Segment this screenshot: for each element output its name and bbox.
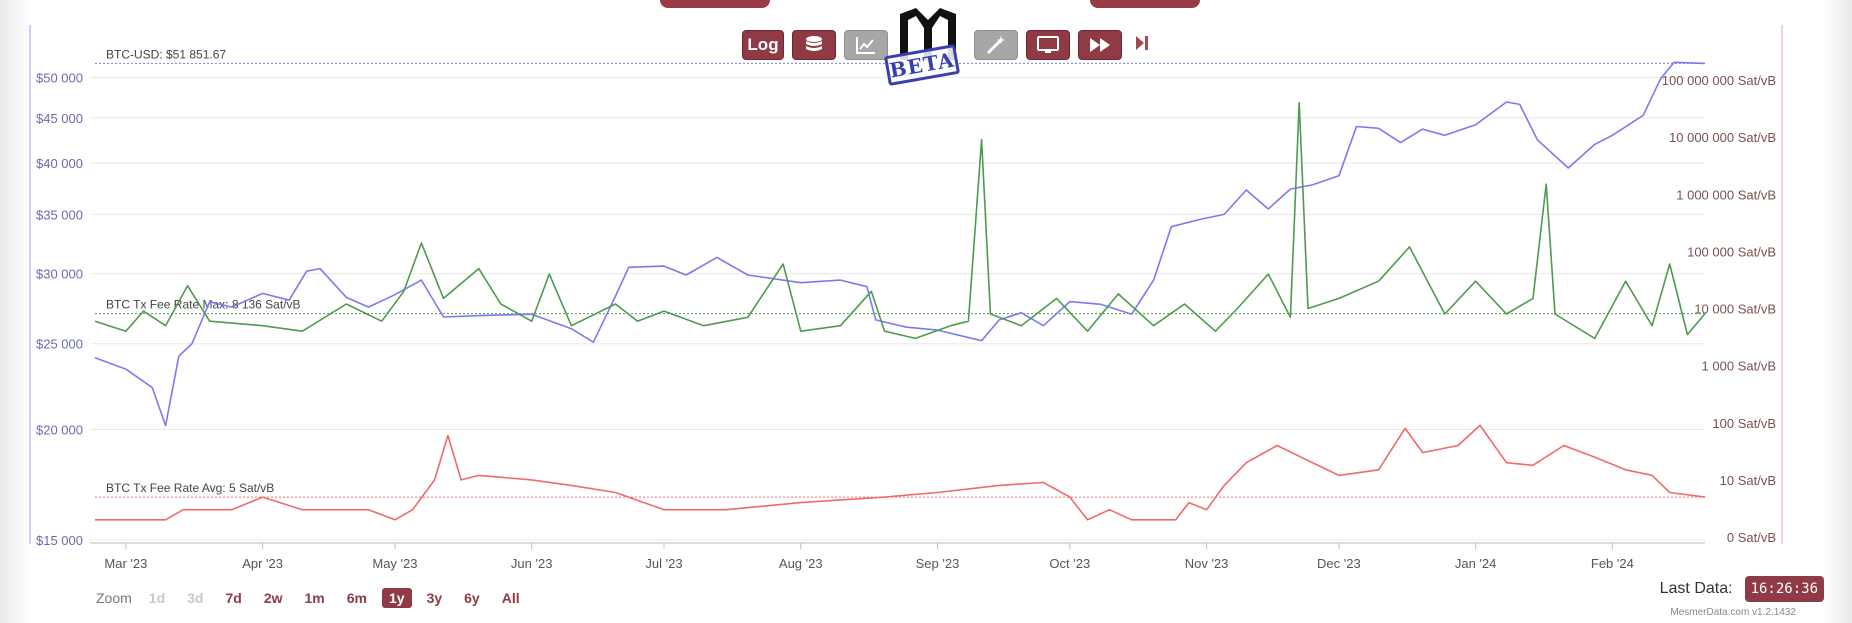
last-data-label: Last Data: bbox=[1659, 580, 1733, 597]
line-chart-icon bbox=[856, 37, 875, 54]
reference-label: BTC Tx Fee Rate Max: 8 136 Sat/vB bbox=[106, 298, 301, 312]
last-data-time: 16:26:36 bbox=[1744, 576, 1824, 602]
line-chart-button[interactable] bbox=[844, 30, 888, 60]
x-tick-label: Mar '23 bbox=[104, 556, 147, 571]
zoom-option-6m[interactable]: 6m bbox=[346, 590, 367, 606]
x-tick-label: Aug '23 bbox=[779, 556, 823, 571]
zoom-selector: Zoom 1d 3d 7d 2w 1m 6m 1y 3y 6y All bbox=[96, 588, 535, 608]
x-tick-label: May '23 bbox=[372, 556, 417, 571]
database-icon bbox=[806, 36, 822, 51]
left-tick-label: $45 000 bbox=[36, 111, 83, 126]
x-tick-label: Apr '23 bbox=[242, 556, 283, 571]
top-tab-decoration bbox=[1090, 0, 1200, 8]
right-tick-label: 100 000 Sat/vB bbox=[1687, 244, 1776, 259]
zoom-option-all[interactable]: All bbox=[501, 590, 520, 606]
x-tick-label: Jun '23 bbox=[511, 556, 553, 571]
zoom-option-1y[interactable]: 1y bbox=[381, 588, 412, 608]
magic-wand-icon bbox=[986, 36, 1005, 55]
right-tick-label: 100 000 000 Sat/vB bbox=[1662, 73, 1776, 88]
right-tick-label: 1 000 000 Sat/vB bbox=[1676, 187, 1776, 202]
left-tick-label: $15 000 bbox=[36, 533, 83, 548]
x-tick-label: Feb '24 bbox=[1591, 556, 1634, 571]
magic-wand-button[interactable] bbox=[974, 30, 1018, 60]
series-line-btc bbox=[94, 61, 1706, 427]
monitor-icon bbox=[1037, 36, 1059, 53]
zoom-option-3d[interactable]: 3d bbox=[187, 590, 204, 606]
right-tick-label: 100 Sat/vB bbox=[1712, 416, 1776, 431]
zoom-option-1d[interactable]: 1d bbox=[148, 590, 166, 606]
series-line-fee_avg bbox=[95, 424, 1706, 521]
zoom-option-2w[interactable]: 2w bbox=[263, 590, 283, 606]
x-tick-label: Oct '23 bbox=[1049, 556, 1090, 571]
fast-forward-button[interactable] bbox=[1078, 30, 1122, 60]
left-tick-label: $30 000 bbox=[36, 267, 83, 282]
reference-label: BTC-USD: $51 851.67 bbox=[106, 47, 226, 61]
left-tick-label: $20 000 bbox=[36, 422, 83, 437]
x-tick-label: Jan '24 bbox=[1455, 556, 1497, 571]
x-tick-label: Dec '23 bbox=[1317, 556, 1361, 571]
last-data: Last Data: 16:26:36 bbox=[1660, 576, 1824, 602]
right-tick-label: 10 000 000 Sat/vB bbox=[1669, 130, 1776, 145]
zoom-label: Zoom bbox=[96, 590, 132, 606]
right-tick-label: 1 000 Sat/vB bbox=[1702, 359, 1776, 374]
right-tick-label: 0 Sat/vB bbox=[1727, 530, 1776, 545]
database-button[interactable] bbox=[792, 30, 836, 60]
x-tick-label: Sep '23 bbox=[916, 556, 960, 571]
frame-left-edge bbox=[0, 0, 30, 623]
version-text: MesmerData.com v1.2.1432 bbox=[1670, 607, 1796, 618]
frame-right-edge bbox=[1822, 0, 1852, 623]
top-tab-decoration bbox=[660, 0, 770, 8]
log-scale-label: Log bbox=[747, 35, 779, 54]
zoom-option-7d[interactable]: 7d bbox=[225, 590, 242, 606]
reference-label: BTC Tx Fee Rate Avg: 5 Sat/vB bbox=[106, 481, 274, 495]
skip-end-icon bbox=[1136, 35, 1148, 50]
toolbar: Log BETA bbox=[742, 8, 1150, 87]
mesmerdata-logo: BETA bbox=[883, 6, 961, 87]
log-scale-button[interactable]: Log bbox=[742, 30, 784, 60]
left-tick-label: $35 000 bbox=[36, 207, 83, 222]
left-tick-label: $50 000 bbox=[36, 70, 83, 85]
x-tick-label: Jul '23 bbox=[645, 556, 682, 571]
zoom-option-3y[interactable]: 3y bbox=[426, 590, 443, 606]
logo-mark bbox=[900, 8, 956, 60]
left-tick-label: $40 000 bbox=[36, 156, 83, 171]
left-tick-label: $25 000 bbox=[36, 337, 83, 352]
x-tick-label: Nov '23 bbox=[1185, 556, 1229, 571]
right-tick-label: 10 000 Sat/vB bbox=[1694, 302, 1776, 317]
zoom-option-6y[interactable]: 6y bbox=[464, 590, 480, 606]
zoom-option-1m[interactable]: 1m bbox=[304, 590, 325, 606]
series-line-fee_max bbox=[94, 101, 1706, 340]
monitor-button[interactable] bbox=[1026, 30, 1070, 60]
right-tick-label: 10 Sat/vB bbox=[1720, 473, 1776, 488]
skip-to-end-button[interactable] bbox=[1134, 33, 1150, 58]
fast-forward-icon bbox=[1090, 38, 1110, 52]
